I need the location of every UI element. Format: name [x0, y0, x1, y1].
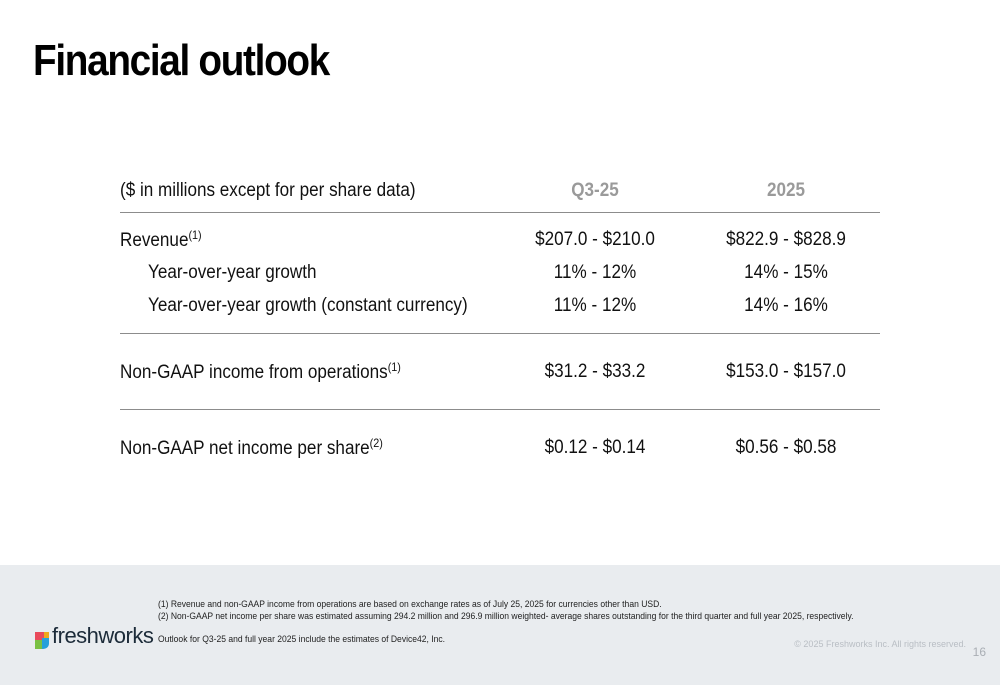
freshworks-logo-icon: [35, 632, 49, 649]
table-row-non-gaap-ops: Non-GAAP income from operations(1) $31.2…: [120, 355, 880, 388]
row-2025-value: $153.0 - $157.0: [726, 360, 846, 382]
footnote-1: (1) Revenue and non-GAAP income from ope…: [158, 599, 662, 610]
row-label: Year-over-year growth: [148, 261, 317, 283]
header-2025: 2025: [766, 180, 806, 201]
table-row-yoy-cc: Year-over-year growth (constant currency…: [120, 289, 880, 322]
footnote-3: Outlook for Q3-25 and full year 2025 inc…: [158, 634, 446, 645]
divider: [120, 212, 880, 213]
divider: [120, 333, 880, 334]
table-row-eps: Non-GAAP net income per share(2) $0.12 -…: [120, 431, 880, 464]
header-q3: Q3-25: [571, 180, 619, 201]
footnote-2: (2) Non-GAAP net income per share was es…: [158, 611, 854, 622]
header-label: ($ in millions except for per share data…: [120, 180, 416, 201]
page-number: 16: [972, 645, 986, 659]
row-label: Non-GAAP net income per share(2): [120, 435, 383, 459]
row-q3-value: 11% - 12%: [553, 294, 637, 316]
outlook-table: ($ in millions except for per share data…: [120, 170, 880, 464]
row-2025-value: 14% - 16%: [744, 294, 828, 316]
row-2025-value: $0.56 - $0.58: [735, 436, 837, 458]
row-2025-value: 14% - 15%: [744, 261, 828, 283]
table-header-row: ($ in millions except for per share data…: [120, 170, 880, 212]
footnote-ref: (1): [387, 359, 401, 374]
row-q3-value: 11% - 12%: [553, 261, 637, 283]
footnote-ref: (1): [188, 227, 202, 242]
row-q3-value: $0.12 - $0.14: [544, 436, 646, 458]
freshworks-logo-text: freshworks: [52, 623, 154, 648]
copyright: © 2025 Freshworks Inc. All rights reserv…: [794, 639, 966, 649]
row-q3-value: $207.0 - $210.0: [535, 228, 655, 250]
footer: freshworks (1) Revenue and non-GAAP inco…: [0, 565, 1000, 685]
row-label: Revenue(1): [120, 227, 202, 251]
row-label: Year-over-year growth (constant currency…: [148, 294, 468, 316]
divider: [120, 409, 880, 410]
page-title: Financial outlook: [33, 36, 330, 85]
row-2025-value: $822.9 - $828.9: [726, 228, 846, 250]
row-q3-value: $31.2 - $33.2: [544, 360, 646, 382]
table-row-yoy: Year-over-year growth 11% - 12% 14% - 15…: [120, 256, 880, 289]
footnote-ref: (2): [369, 435, 383, 450]
footnotes: (1) Revenue and non-GAAP income from ope…: [158, 599, 854, 646]
row-label: Non-GAAP income from operations(1): [120, 359, 401, 383]
table-row-revenue: Revenue(1) $207.0 - $210.0 $822.9 - $828…: [120, 223, 880, 256]
